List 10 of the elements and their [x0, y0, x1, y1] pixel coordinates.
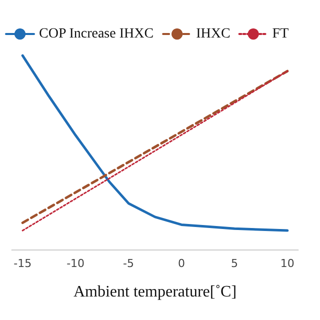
x-axis-title: Ambient temperature[˚C] — [73, 284, 237, 300]
legend-label: IHXC — [196, 26, 230, 42]
x-tick-label: 5 — [230, 257, 238, 270]
x-tick-label: -10 — [66, 257, 85, 270]
legend-label: FT — [272, 26, 290, 42]
legend-label: COP Increase IHXC — [39, 26, 154, 42]
x-tick-label: -5 — [123, 257, 134, 270]
x-tick-label: 10 — [280, 257, 294, 270]
x-tick-label: 0 — [178, 257, 185, 270]
x-tick-label: -15 — [14, 257, 32, 270]
